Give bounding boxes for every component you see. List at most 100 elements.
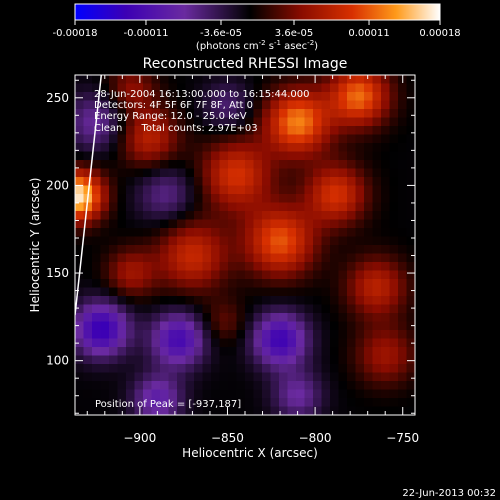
heatmap-cell — [270, 287, 280, 297]
heatmap-cell — [287, 321, 297, 331]
heatmap-cell — [245, 100, 254, 110]
heatmap-cell — [287, 330, 297, 339]
heatmap-cell — [83, 92, 93, 101]
heatmap-cell — [245, 75, 254, 84]
heatmap-cell — [177, 398, 186, 407]
heatmap-cell — [92, 236, 101, 246]
heatmap-cell — [228, 296, 237, 305]
heatmap-cell — [270, 109, 280, 118]
heatmap-cell — [338, 338, 348, 348]
heatmap-cell — [296, 151, 305, 161]
heatmap-cell — [330, 406, 339, 415]
heatmap-cell — [296, 117, 305, 127]
heatmap-cell — [296, 330, 305, 339]
heatmap-cell — [134, 253, 144, 263]
heatmap-cell — [219, 372, 229, 382]
heatmap-cell — [211, 109, 220, 118]
heatmap-cell — [338, 364, 348, 373]
heatmap-cell — [381, 381, 390, 390]
heatmap-cell — [194, 330, 203, 339]
heatmap-cell — [202, 304, 212, 314]
heatmap-cell — [236, 236, 246, 246]
heatmap-cell — [381, 100, 390, 110]
heatmap-cell — [381, 398, 390, 407]
heatmap-cell — [109, 100, 118, 110]
colorbar-tick-label: -0.00011 — [123, 28, 168, 39]
heatmap-cell — [177, 185, 186, 195]
heatmap-cell — [83, 177, 93, 186]
heatmap-cell — [364, 270, 373, 280]
heatmap-cell — [338, 372, 348, 382]
heatmap-cell — [143, 228, 152, 237]
heatmap-cell — [177, 381, 186, 390]
heatmap-cell — [321, 202, 331, 212]
heatmap-cell — [134, 100, 144, 110]
heatmap-cell — [279, 364, 288, 373]
heatmap-cell — [228, 211, 237, 220]
heatmap-cell — [228, 304, 237, 314]
heatmap-cell — [347, 236, 356, 246]
heatmap-cell — [228, 185, 237, 195]
heatmap-cell — [372, 126, 382, 135]
heatmap-cell — [83, 262, 93, 271]
heatmap-cell — [177, 245, 186, 254]
heatmap-cell — [372, 253, 382, 263]
heatmap-cell — [168, 228, 178, 237]
heatmap-cell — [338, 245, 348, 254]
heatmap-cell — [321, 279, 331, 288]
heatmap-cell — [398, 126, 407, 135]
heatmap-cell — [185, 330, 195, 339]
heatmap-cell — [177, 160, 186, 169]
heatmap-cell — [270, 160, 280, 169]
heatmap-cell — [194, 355, 203, 365]
heatmap-cell — [228, 219, 237, 229]
heatmap-cell — [75, 75, 84, 84]
heatmap-cell — [304, 398, 314, 407]
heatmap-cell — [245, 296, 254, 305]
heatmap-cell — [228, 194, 237, 203]
heatmap-cell — [194, 185, 203, 195]
heatmap-cell — [364, 364, 373, 373]
heatmap-cell — [168, 304, 178, 314]
heatmap-cell — [330, 134, 339, 144]
heatmap-cell — [279, 109, 288, 118]
heatmap-cell — [160, 134, 169, 144]
heatmap-cell — [143, 117, 152, 127]
heatmap-cell — [398, 168, 407, 178]
heatmap-cell — [406, 245, 415, 254]
heatmap-cell — [83, 270, 93, 280]
heatmap-cell — [211, 126, 220, 135]
heatmap-cell — [134, 219, 144, 229]
heatmap-cell — [270, 304, 280, 314]
heatmap-cell — [185, 355, 195, 365]
heatmap-cell — [160, 151, 169, 161]
heatmap-cell — [245, 262, 254, 271]
heatmap-cell — [279, 134, 288, 144]
heatmap-cell — [202, 364, 212, 373]
heatmap-cell — [245, 168, 254, 178]
heatmap-cell — [168, 287, 178, 297]
heatmap-cell — [355, 279, 365, 288]
heatmap-cell — [338, 279, 348, 288]
heatmap-cell — [75, 211, 84, 220]
heatmap-cell — [279, 117, 288, 127]
heatmap-cell — [287, 92, 297, 101]
heatmap-cell — [313, 270, 322, 280]
heatmap-cell — [117, 151, 127, 161]
heatmap-cell — [389, 117, 399, 127]
heatmap-cell — [245, 92, 254, 101]
heatmap-cell — [92, 262, 101, 271]
heatmap-cell — [219, 330, 229, 339]
heatmap-cell — [321, 381, 331, 390]
heatmap-cell — [372, 236, 382, 246]
heatmap-cell — [406, 313, 415, 322]
heatmap-cell — [347, 304, 356, 314]
heatmap-cell — [151, 194, 161, 203]
heatmap-cell — [168, 372, 178, 382]
heatmap-cell — [151, 117, 161, 127]
heatmap-cell — [100, 117, 110, 127]
heatmap-cell — [270, 262, 280, 271]
heatmap-cell — [211, 117, 220, 127]
heatmap-cell — [406, 92, 415, 101]
heatmap-cell — [296, 338, 305, 348]
